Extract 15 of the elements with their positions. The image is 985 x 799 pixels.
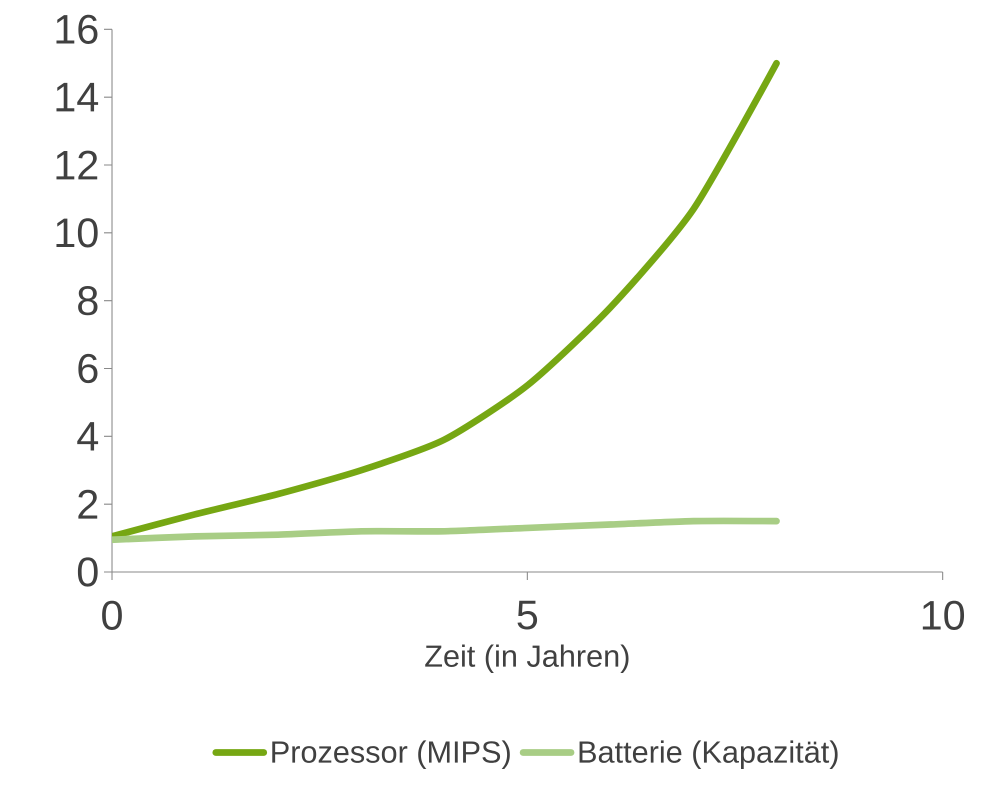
x-tick-label: 10: [922, 600, 964, 630]
x-tick-label: 0: [102, 600, 122, 630]
legend-label: Prozessor (MIPS): [272, 740, 510, 769]
y-tick-label: 10: [56, 218, 98, 248]
y-tick-label: 0: [78, 557, 98, 587]
y-tick-label: 16: [56, 14, 98, 44]
y-tick-label: 8: [78, 286, 98, 316]
legend-label: Batterie (Kapazität): [580, 740, 838, 769]
y-tick-label: 4: [77, 422, 98, 451]
y-tick-label: 14: [56, 82, 98, 112]
y-tick-label: 12: [56, 150, 98, 180]
y-tick-label: 6: [78, 354, 98, 384]
x-tick-label: 5: [517, 600, 538, 630]
y-tick-label: 2: [78, 490, 98, 519]
x-axis-title: Zeit (in Jahren): [425, 644, 629, 674]
